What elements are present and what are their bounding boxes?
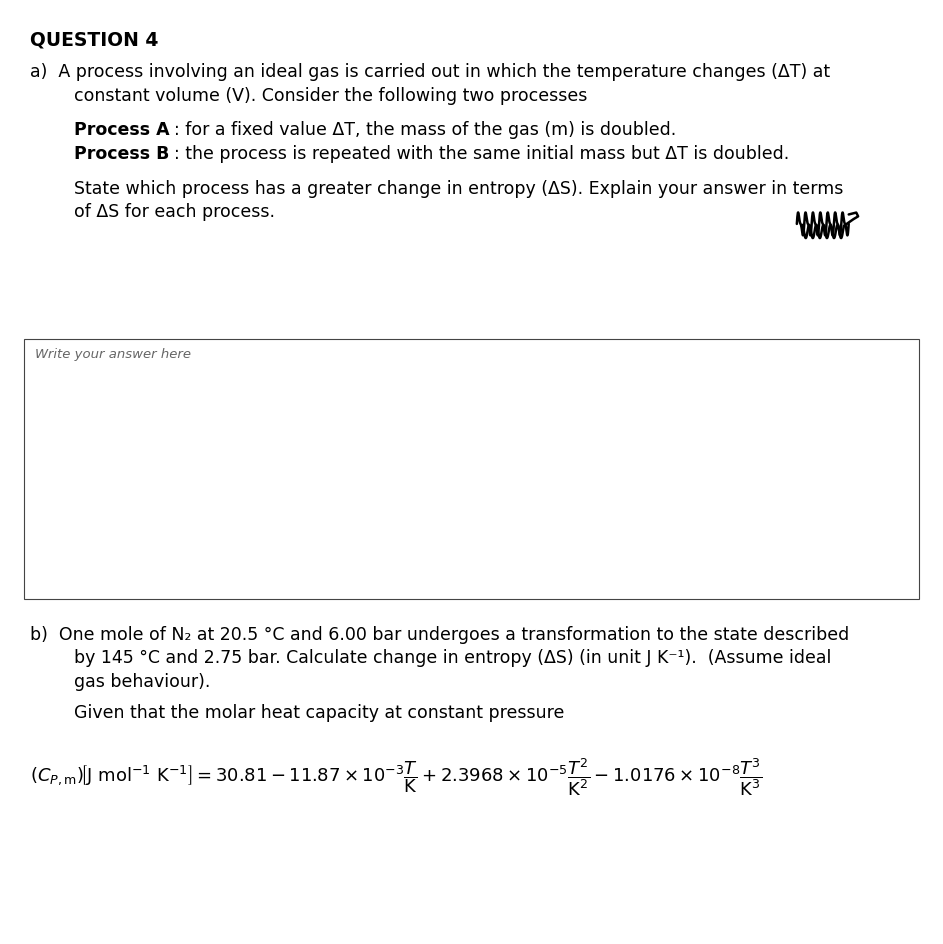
Text: Process B: Process B — [74, 144, 169, 162]
Text: State which process has a greater change in entropy (ΔS). Explain your answer in: State which process has a greater change… — [74, 179, 843, 197]
Text: Given that the molar heat capacity at constant pressure: Given that the molar heat capacity at co… — [74, 703, 564, 721]
Text: Process A: Process A — [74, 121, 169, 139]
Text: constant volume (V). Consider the following two processes: constant volume (V). Consider the follow… — [74, 87, 587, 105]
Text: Write your answer here: Write your answer here — [35, 347, 190, 361]
Text: of ΔS for each process.: of ΔS for each process. — [74, 203, 274, 221]
FancyBboxPatch shape — [24, 340, 919, 599]
Text: : for a fixed value ΔT, the mass of the gas (m) is doubled.: : for a fixed value ΔT, the mass of the … — [174, 121, 677, 139]
Text: QUESTION 4: QUESTION 4 — [30, 30, 158, 49]
Text: gas behaviour).: gas behaviour). — [74, 672, 210, 690]
Text: b)  One mole of N₂ at 20.5 °C and 6.00 bar undergoes a transformation to the sta: b) One mole of N₂ at 20.5 °C and 6.00 ba… — [30, 625, 850, 643]
Text: by 145 °C and 2.75 bar. Calculate change in entropy (ΔS) (in unit J K⁻¹).  (Assu: by 145 °C and 2.75 bar. Calculate change… — [74, 649, 831, 666]
Text: a)  A process involving an ideal gas is carried out in which the temperature cha: a) A process involving an ideal gas is c… — [30, 63, 830, 81]
Text: : the process is repeated with the same initial mass but ΔT is doubled.: : the process is repeated with the same … — [174, 144, 789, 162]
Text: $\left(C_{P,\mathrm{m}}\right)\!\left[\mathrm{J}\ \mathrm{mol}^{-1}\ \mathrm{K}^: $\left(C_{P,\mathrm{m}}\right)\!\left[\m… — [30, 755, 763, 797]
